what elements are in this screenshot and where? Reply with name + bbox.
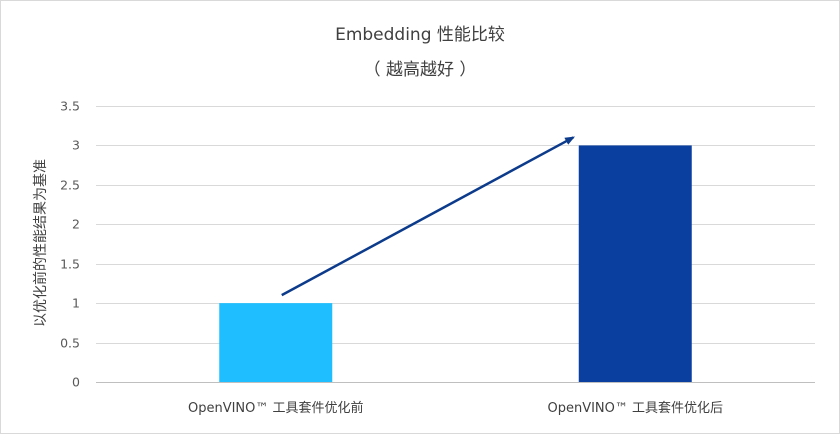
gridlines (96, 106, 815, 383)
y-tick-label: 3 (72, 138, 80, 153)
y-axis-label: 以优化前的性能结果为基准 (32, 159, 49, 327)
y-tick-label: 1 (72, 296, 80, 311)
x-category-label: OpenVINO™ 工具套件优化后 (547, 400, 723, 416)
y-tick-label: 2.5 (60, 178, 80, 193)
y-tick-label: 3.5 (60, 99, 80, 114)
annotations (281, 136, 576, 297)
y-tick-label: 1.5 (60, 257, 80, 272)
bar-1 (219, 303, 333, 382)
category-labels: OpenVINO™ 工具套件优化前 OpenVINO™ 工具套件优化后 (188, 400, 723, 416)
bar-2 (578, 145, 692, 382)
growth-arrow (281, 136, 576, 297)
y-tick-label: 0 (72, 375, 80, 390)
y-tick-label: 2 (72, 217, 80, 232)
y-tick-labels: 0 0.5 1 1.5 2 2.5 3 3.5 (60, 99, 80, 390)
y-tick-label: 0.5 (60, 336, 80, 351)
bars (219, 145, 692, 382)
chart-subtitle: （ 越高越好 ） (364, 60, 477, 80)
chart-title: Embedding 性能比较 (335, 25, 505, 45)
x-category-label: OpenVINO™ 工具套件优化前 (188, 400, 364, 416)
